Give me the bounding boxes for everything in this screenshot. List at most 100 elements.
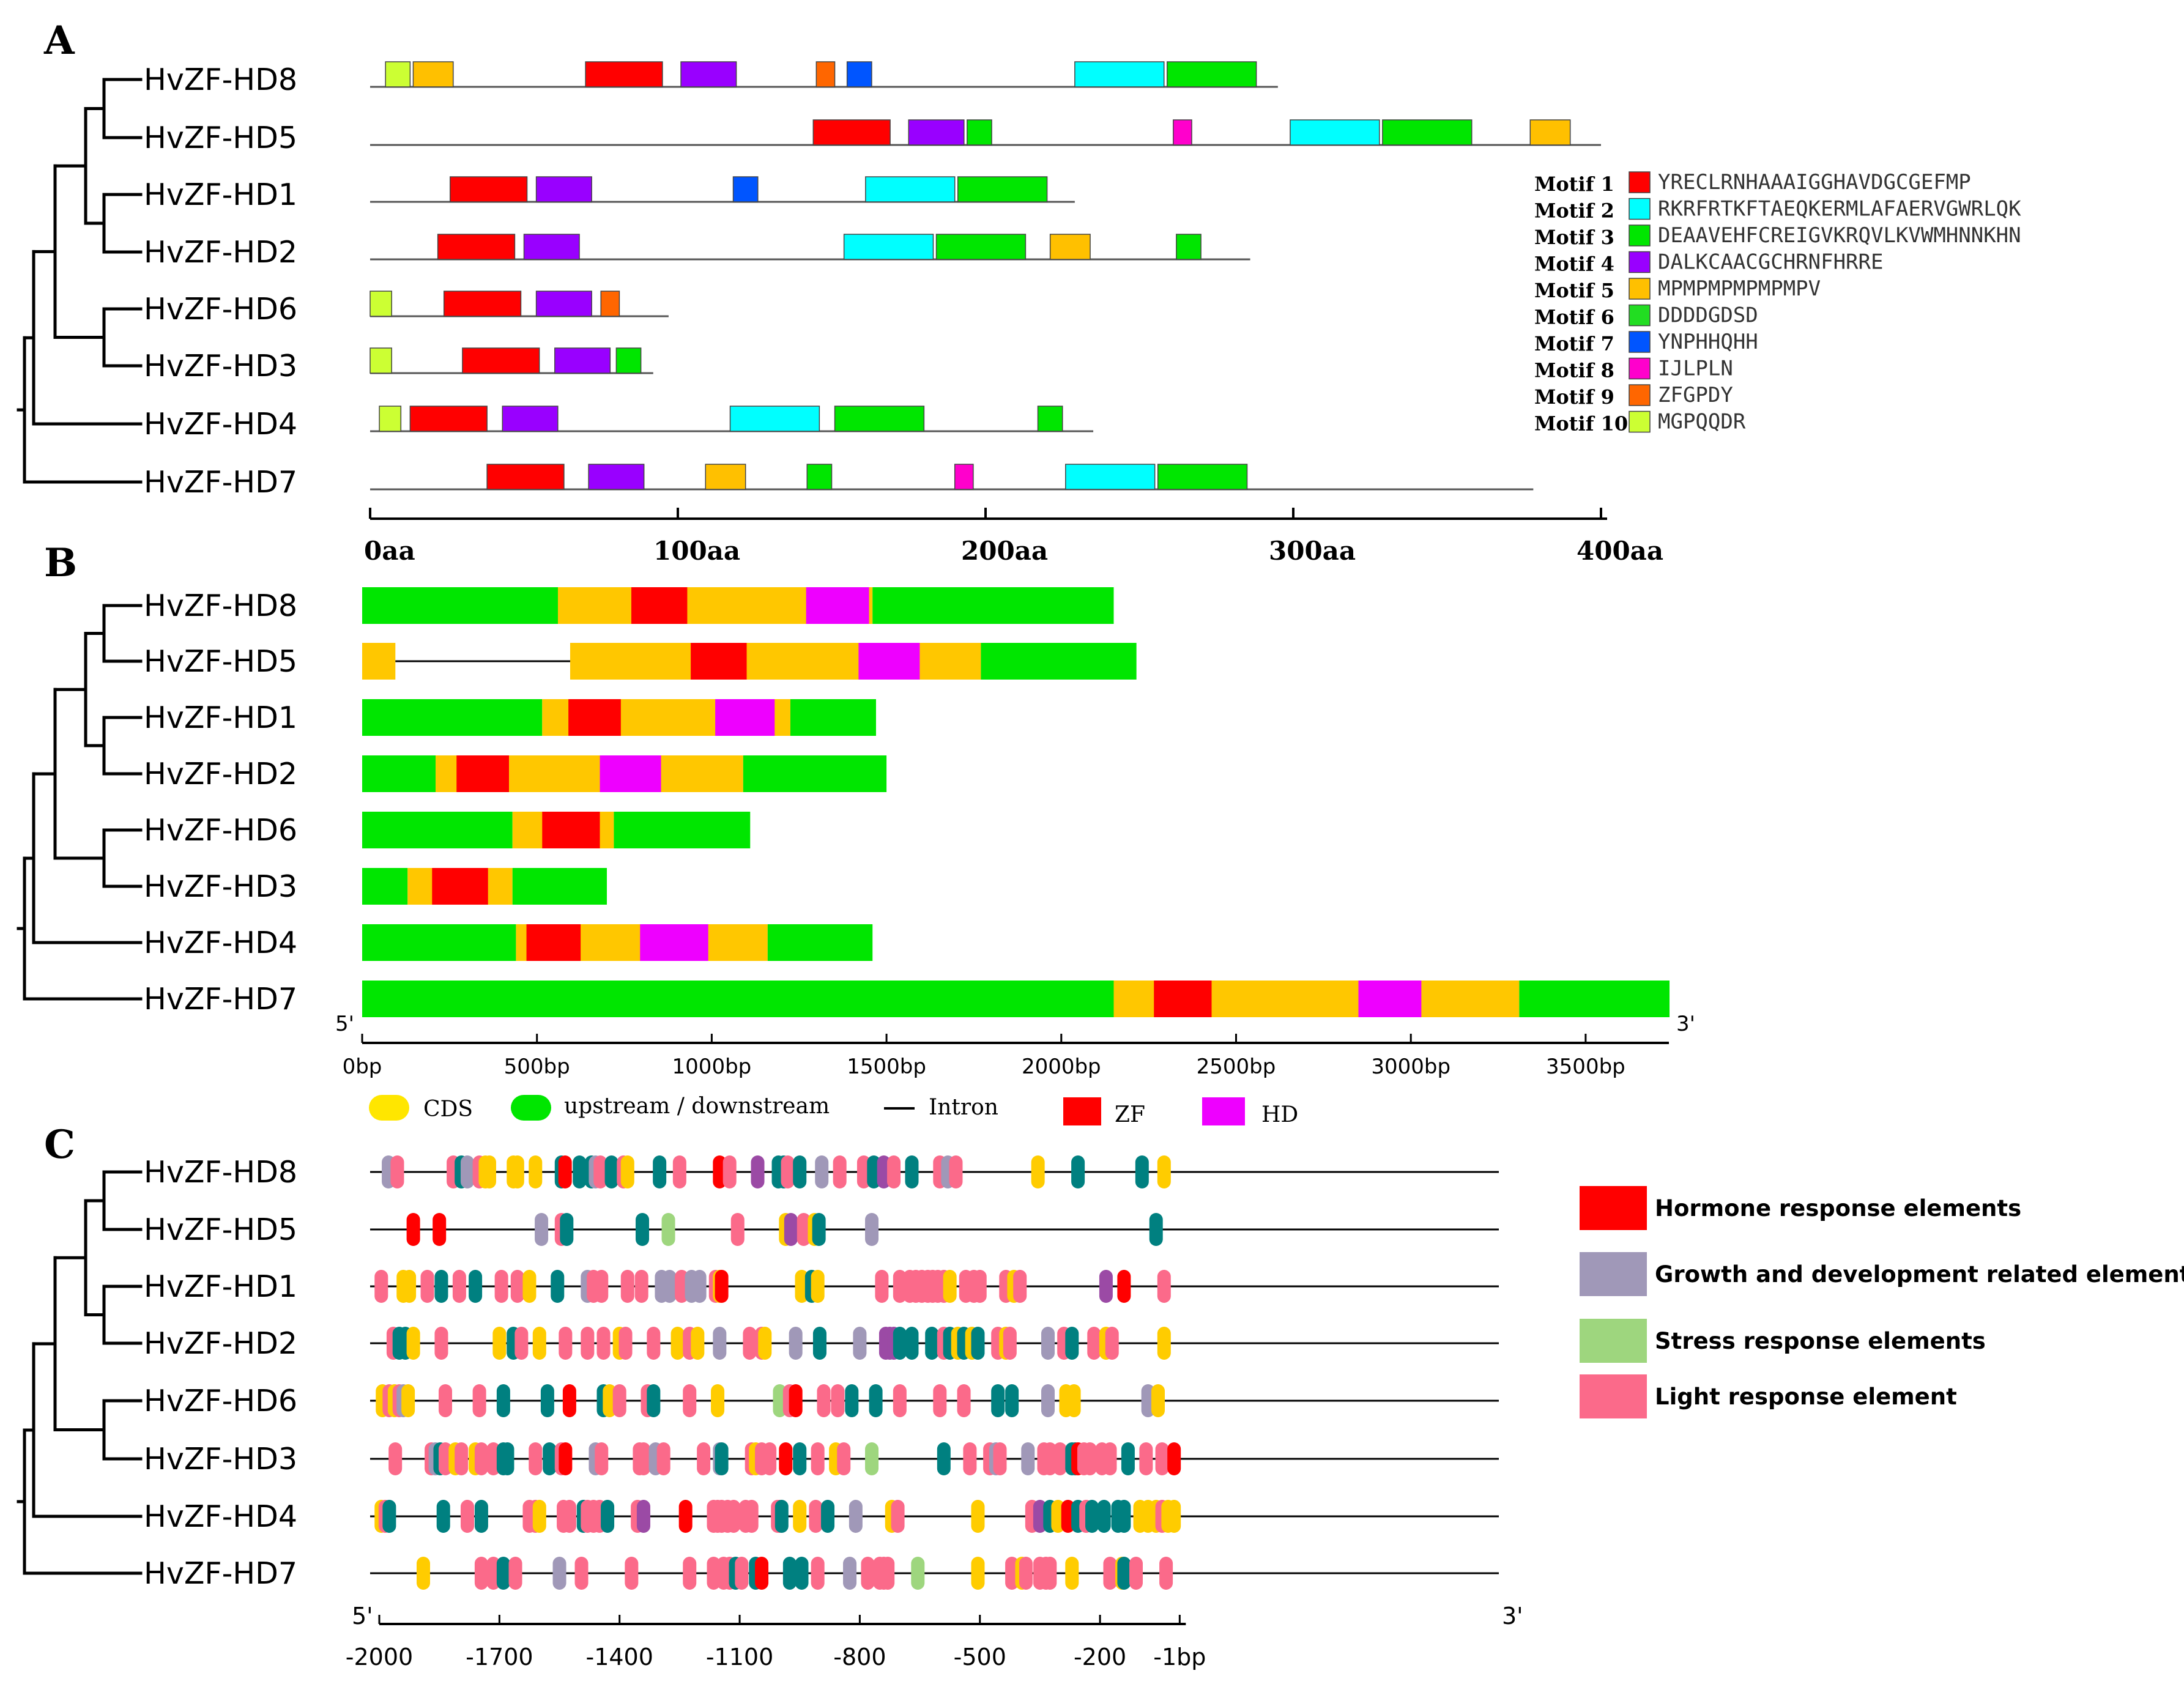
bp-axis-tick-label: 3500bp (1546, 1055, 1625, 1079)
growth-element (849, 1500, 863, 1533)
light-element (763, 1442, 777, 1475)
yellow-element (758, 1327, 772, 1360)
three-prime-label-c: 3' (1502, 1603, 1523, 1629)
c-gene-label-hvzf-hd3: HvZF-HD3 (144, 1442, 297, 1477)
gene-labels-a: HvZF-HD8 HvZF-HD5 HvZF-HD1 HvZF-HD2 HvZF-HD6… (144, 62, 297, 500)
yellow-element (510, 1155, 524, 1188)
hormone-element (678, 1500, 693, 1533)
teal-element (893, 1327, 907, 1360)
intron-legend-label: Intron (929, 1095, 998, 1120)
utr-segment (362, 755, 436, 792)
yellow-element (492, 1327, 507, 1360)
motif-legend-sequence: MGPQQDR (1658, 410, 1746, 434)
motif-3-block (1037, 406, 1063, 432)
purple-element (751, 1155, 765, 1188)
zf-legend-swatch (1063, 1097, 1101, 1125)
growth-element (713, 1327, 727, 1360)
zf-segment (526, 924, 581, 961)
five-prime-label-c: 5' (352, 1603, 373, 1629)
motif-3-block (1176, 234, 1202, 260)
aa-axis-tick-label: 100aa (653, 536, 740, 566)
motif-2-block (843, 234, 934, 260)
motif-8-block (1173, 119, 1192, 146)
light-element (636, 1442, 650, 1475)
zf-segment (542, 812, 600, 848)
teal-element (601, 1500, 615, 1533)
teal-element (774, 1500, 789, 1533)
motif-4-block (680, 61, 737, 87)
bp-axis: 0bp 500bp 1000bp 1500bp 2000bp 2500bp 3000bp 35… (335, 1012, 1695, 1079)
motif-3-block (1157, 464, 1248, 490)
hd-segment (806, 587, 869, 624)
growth-element (815, 1155, 829, 1188)
light-element (581, 1327, 595, 1360)
yellow-element (529, 1155, 543, 1188)
motif-3-block (1167, 61, 1257, 87)
growth-element (460, 1155, 474, 1188)
promoter-axis: -2000 -1700 -1400 -1100 -800 -500 -200 -1bp 5' 3' (346, 1603, 1523, 1670)
aa-axis: 0aa 100aa 200aa 300aa 400aa (364, 508, 1663, 566)
hd-segment (1358, 981, 1422, 1017)
light-element (612, 1384, 626, 1417)
teal-element (821, 1500, 835, 1533)
growth-element (535, 1213, 549, 1246)
b-gene-label-hvzf-hd1: HvZF-HD1 (144, 700, 297, 735)
light-element (510, 1270, 524, 1303)
light-element (963, 1442, 977, 1475)
growth-element (853, 1327, 867, 1360)
yellow-element (1167, 1500, 1181, 1533)
motif-2-block (1074, 61, 1165, 87)
promoter-axis-tick-label: -2000 (346, 1644, 413, 1670)
teal-element (500, 1442, 514, 1475)
light-element (529, 1442, 543, 1475)
teal-element (782, 1557, 797, 1590)
light-element (957, 1384, 971, 1417)
teal-element (1071, 1155, 1085, 1188)
light-element (647, 1327, 661, 1360)
yellow-element (532, 1327, 546, 1360)
motif-3-block (957, 176, 1048, 202)
teal-element (1117, 1500, 1131, 1533)
bp-axis-tick-label: 500bp (504, 1055, 570, 1079)
motif-legend-label: Motif 1 (1534, 172, 1614, 196)
motif-10-block (370, 347, 392, 374)
motif-legend-sequence: RKRFRTKFTAEQKERMLAFAERVGWRLQK (1658, 197, 2021, 221)
light-element (993, 1442, 1007, 1475)
light-element (618, 1327, 633, 1360)
light-element (1003, 1327, 1017, 1360)
motif-1-block (812, 119, 891, 146)
light-element (1105, 1327, 1119, 1360)
light-element (893, 1384, 907, 1417)
light-element (811, 1557, 825, 1590)
teal-element (1097, 1500, 1111, 1533)
light-element (595, 1442, 609, 1475)
motif-legend-swatch (1629, 224, 1651, 247)
a-gene-label-hvzf-hd3: HvZF-HD3 (144, 349, 297, 384)
yellow-element (1067, 1384, 1081, 1417)
promoter-axis-tick-label: -200 (1074, 1644, 1126, 1670)
motif-legend-swatch (1629, 278, 1651, 300)
light-element (735, 1557, 749, 1590)
growth-element (865, 1213, 879, 1246)
three-prime-label-b: 3' (1676, 1012, 1695, 1036)
light-element (508, 1557, 522, 1590)
c-gene-label-hvzf-hd1: HvZF-HD1 (144, 1269, 297, 1304)
promoter-axis-tick-label: -1bp (1153, 1644, 1206, 1670)
bp-axis-tick-label: 3000bp (1371, 1055, 1450, 1079)
teal-element (795, 1557, 809, 1590)
light-element (434, 1327, 448, 1360)
teal-element (812, 1213, 826, 1246)
panel-a-label: A (43, 18, 75, 64)
light-element (1155, 1442, 1169, 1475)
utr-segment (981, 643, 1137, 680)
yellow-element (1157, 1327, 1171, 1360)
light-element (620, 1270, 634, 1303)
light-element (875, 1270, 889, 1303)
hd-segment (600, 755, 661, 792)
growth-element (1041, 1327, 1055, 1360)
yellow-element (416, 1557, 430, 1590)
motif-legend-swatch (1629, 331, 1651, 353)
hormone-legend-swatch (1580, 1186, 1647, 1230)
motif-3-block (935, 234, 1027, 260)
teal-element (1121, 1442, 1135, 1475)
